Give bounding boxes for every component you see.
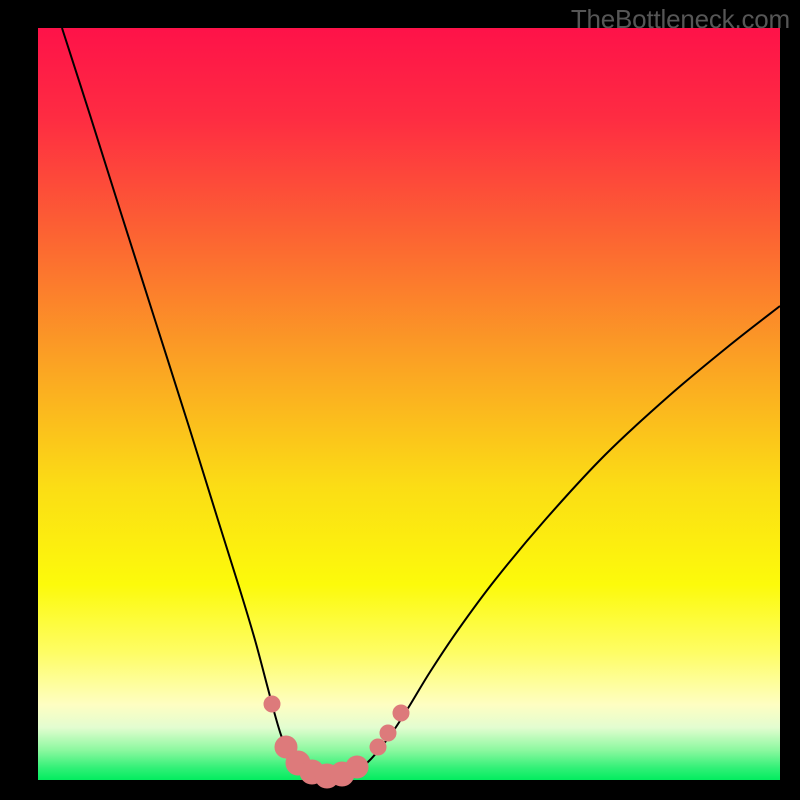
curve-markers	[264, 696, 409, 788]
marker-dot	[264, 696, 280, 712]
marker-dot	[346, 756, 368, 778]
watermark-text: TheBottleneck.com	[571, 4, 790, 35]
chart-svg	[0, 0, 800, 800]
marker-dot	[393, 705, 409, 721]
marker-dot	[370, 739, 386, 755]
marker-dot	[380, 725, 396, 741]
chart-container: TheBottleneck.com	[0, 0, 800, 800]
bottleneck-curve	[62, 28, 780, 777]
